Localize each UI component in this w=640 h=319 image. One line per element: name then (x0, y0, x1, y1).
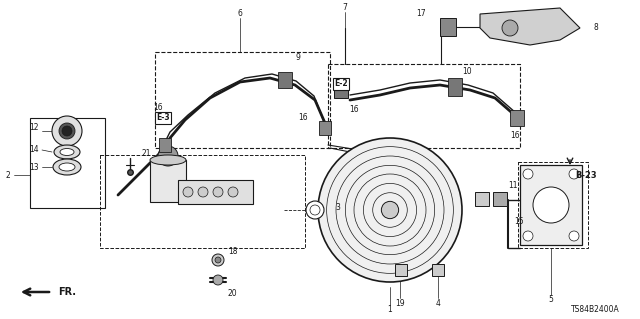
Circle shape (183, 187, 193, 197)
Polygon shape (480, 8, 580, 45)
Circle shape (228, 187, 238, 197)
Circle shape (213, 275, 223, 285)
Text: 15: 15 (514, 218, 524, 226)
Bar (30, 118, 105, 208)
Bar (150, 160, 186, 202)
Text: 8: 8 (594, 24, 599, 33)
Ellipse shape (54, 145, 80, 159)
Ellipse shape (60, 149, 74, 155)
Bar (178, 180, 253, 204)
Text: 16: 16 (298, 114, 308, 122)
Bar (448, 78, 462, 96)
Text: E-2: E-2 (334, 79, 348, 88)
Text: 19: 19 (395, 299, 405, 308)
Circle shape (523, 231, 533, 241)
Ellipse shape (59, 163, 75, 171)
Circle shape (198, 187, 208, 197)
Bar (278, 72, 292, 88)
Circle shape (213, 187, 223, 197)
Text: 9: 9 (295, 54, 300, 63)
Bar (328, 64, 520, 148)
Circle shape (52, 116, 82, 146)
Text: E-3: E-3 (156, 114, 170, 122)
Text: 18: 18 (228, 248, 237, 256)
Text: B-23: B-23 (575, 170, 596, 180)
Text: 13: 13 (29, 162, 39, 172)
Circle shape (212, 254, 224, 266)
Text: 6: 6 (237, 9, 243, 18)
Circle shape (306, 201, 324, 219)
Text: 16: 16 (153, 103, 163, 113)
Circle shape (502, 20, 518, 36)
Text: 11: 11 (508, 181, 518, 189)
Text: 12: 12 (29, 123, 39, 132)
Text: 16: 16 (349, 106, 359, 115)
Bar (395, 264, 407, 276)
Bar (518, 162, 588, 248)
Circle shape (158, 146, 178, 166)
Text: 21: 21 (142, 149, 152, 158)
Ellipse shape (53, 159, 81, 175)
Text: 5: 5 (548, 295, 554, 305)
Bar (440, 18, 456, 36)
Text: 3: 3 (335, 204, 340, 212)
Ellipse shape (150, 155, 186, 165)
Circle shape (569, 169, 579, 179)
Bar (493, 192, 507, 206)
Circle shape (215, 257, 221, 263)
Bar (159, 138, 171, 152)
Bar (475, 192, 489, 206)
Text: 17: 17 (417, 10, 426, 19)
Text: 1: 1 (388, 306, 392, 315)
Bar (334, 82, 348, 98)
Circle shape (523, 169, 533, 179)
Bar (510, 110, 524, 126)
Text: FR.: FR. (58, 287, 76, 297)
Text: 10: 10 (462, 68, 472, 77)
Bar (319, 121, 331, 135)
Circle shape (59, 123, 75, 139)
Circle shape (318, 138, 462, 282)
Text: 4: 4 (436, 299, 440, 308)
Bar (100, 155, 305, 248)
Bar (432, 264, 444, 276)
Text: TS84B2400A: TS84B2400A (572, 306, 620, 315)
Text: 2: 2 (5, 170, 10, 180)
Circle shape (533, 187, 569, 223)
Text: 7: 7 (342, 3, 348, 11)
Text: 14: 14 (29, 145, 39, 154)
Text: 16: 16 (510, 131, 520, 140)
Circle shape (569, 231, 579, 241)
Circle shape (62, 126, 72, 136)
Text: 20: 20 (228, 288, 237, 298)
Circle shape (381, 201, 399, 219)
Bar (155, 52, 330, 148)
Bar (520, 165, 582, 245)
